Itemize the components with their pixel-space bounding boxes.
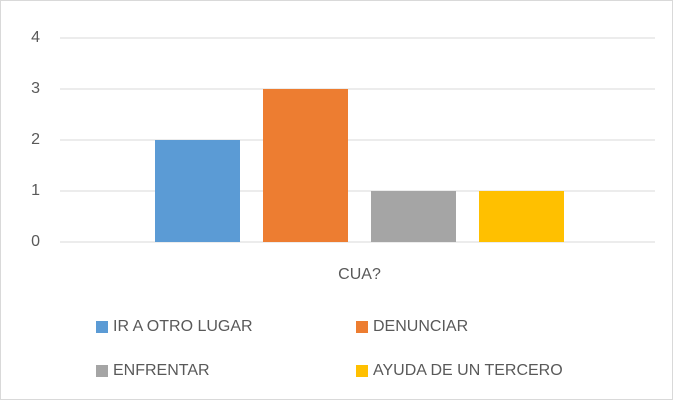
x-tick-label: CUA? — [338, 266, 381, 283]
bar — [371, 191, 456, 242]
legend-label: IR A OTRO LUGAR — [113, 318, 253, 335]
y-tick-label: 1 — [31, 182, 40, 199]
legend-swatch — [356, 321, 368, 333]
legend-label: AYUDA DE UN TERCERO — [373, 362, 563, 379]
legend-label: ENFRENTAR — [113, 362, 210, 379]
y-tick-label: 0 — [31, 233, 40, 250]
legend-swatch — [96, 365, 108, 377]
bar — [155, 140, 240, 242]
legend-label: DENUNCIAR — [373, 318, 468, 335]
bar — [263, 89, 348, 242]
legend-swatch — [356, 365, 368, 377]
bar — [479, 191, 564, 242]
legend-swatch — [96, 321, 108, 333]
y-tick-label: 4 — [31, 29, 40, 46]
y-tick-label: 2 — [31, 131, 40, 148]
y-tick-label: 3 — [31, 80, 40, 97]
